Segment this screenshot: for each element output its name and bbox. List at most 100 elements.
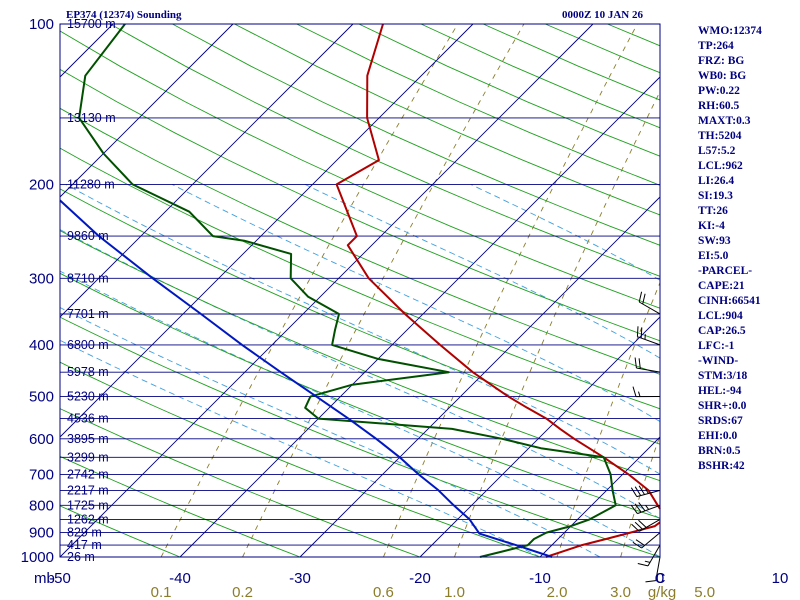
pressure-tick-label: 500 [29,389,54,406]
index-entry: TP:264 [698,40,734,52]
pressure-tick-label: 600 [29,431,54,448]
index-entry: RH:60.5 [698,100,740,112]
chart-datetime: 0000Z 10 JAN 26 [562,9,643,21]
height-label: 7701 m [67,307,109,321]
temperature-tick-label: 0 [656,570,664,587]
temperature-tick-label: -50 [49,570,71,587]
wind-barb-shaft [638,301,661,315]
height-label: 2742 m [67,467,109,481]
wind-barb-flag [632,541,642,549]
height-label: 13130 m [67,111,116,125]
wind-barb-flag [638,502,646,512]
wind-barb-half-flag [645,488,649,494]
wind-barb-flag [635,539,645,546]
wind-barb-flag [630,504,638,514]
mixing-ratio-labels: 0.10.20.61.02.03.05.010.020.030.040.0g/k… [151,584,715,600]
wind-barb-flag [632,386,637,397]
isotherm [59,23,594,558]
wind-barb [630,502,661,515]
wind-barb [636,326,661,346]
index-entry: EHI:0.0 [698,430,738,442]
index-entry: STM:3/18 [698,370,748,382]
index-entry: TT:26 [698,205,728,217]
dry-adiabat [59,30,661,309]
index-entry: -PARCEL- [698,265,753,277]
pressure-tick-label: 700 [29,466,54,483]
dewpoint-trace [78,23,617,558]
index-entry: SI:19.3 [698,190,733,202]
mixing-ratio-tick-label: 1.0 [444,584,465,600]
height-label: 15700 m [67,17,116,31]
moist-adiabat [59,229,661,520]
mixing-ratio-line [556,282,661,558]
wind-barb-half-flag [645,505,650,510]
dry-adiabat [358,23,661,157]
isotherm [179,76,661,558]
temperature-trace [335,23,661,558]
wind-barb [638,291,661,315]
wind-barb-flag [638,358,641,369]
dry-adiabat [234,23,661,216]
index-entry: KI:-4 [698,220,725,232]
wind-barb-flag [640,327,643,339]
index-entry: BSHR:42 [698,460,745,472]
pressure-unit-label: mb [34,570,55,587]
mixing-ratio-line [620,435,661,558]
height-labels: 15700 m 13130 m 11280 m 9860 m 8710 m 7701 m 6… [67,17,116,564]
dry-adiabat [420,23,661,129]
index-entry: L57:5.2 [698,145,736,157]
wind-barb-shaft [655,556,661,581]
index-entry: SRDS:67 [698,415,743,427]
index-entry: TH:5204 [698,130,742,142]
sounding-traces [59,23,661,558]
height-label: 829 m [67,526,102,540]
wind-barb-flag [634,357,637,369]
temperature-unit-label: C [655,570,666,587]
mixing-ratio-tick-label: 2.0 [547,584,568,600]
wind-barb-flag [634,521,644,530]
index-entry: LI:26.4 [698,175,735,187]
index-entry: WB0: BG [698,70,747,82]
height-label: 9860 m [67,229,109,243]
wind-barb-shaft [647,544,661,567]
isotherm [59,23,354,318]
height-label: 26 m [67,550,95,564]
pressure-axis-labels: 100 200 300 400 500 600 700 800 900 1000 mb [21,16,55,587]
dry-adiabat [607,23,661,47]
parcel-trace [59,199,553,558]
mixing-ratio-tick-label: 0.1 [151,584,172,600]
wind-barb-flag [631,523,640,532]
index-entry: CAPE:21 [698,280,745,292]
index-entry: LCL:962 [698,160,743,172]
isotherm [59,23,474,438]
temperature-tick-label: 10 [772,570,789,587]
index-entry: FRZ: BG [698,55,745,67]
wind-barb-flag [637,563,649,567]
wind-barb-flag [645,580,656,583]
mixing-ratio-unit-label: g/kg [648,584,676,600]
height-label: 4536 m [67,412,109,426]
pressure-tick-label: 100 [29,16,54,33]
indices-panel: WMO:12374 TP:264 FRZ: BG WB0: BG PW:0.22 RH:6… [698,24,762,474]
height-label: 1725 m [67,498,109,512]
dry-adiabat [545,23,661,74]
height-label: 3895 m [67,432,109,446]
wind-barb-flag [638,519,647,528]
wind-barb [634,357,661,373]
wind-barb [631,518,661,532]
pressure-tick-label: 800 [29,497,54,514]
chart-title: EP374 (12374) Sounding [66,9,182,21]
pressure-tick-label: 1000 [21,549,54,566]
height-label: 3299 m [67,450,109,464]
wind-barb-flag [634,503,642,513]
temperature-tick-label: -20 [409,570,431,587]
wind-barb [645,556,661,583]
moist-adiabat [59,339,541,558]
moist-adiabat [304,183,661,359]
isotherm [59,23,114,78]
mixing-ratio-tick-label: 5.0 [694,584,715,600]
wind-barb-flag [638,485,645,495]
moist-adiabat [59,270,661,558]
temperature-tick-label: -30 [289,570,311,587]
